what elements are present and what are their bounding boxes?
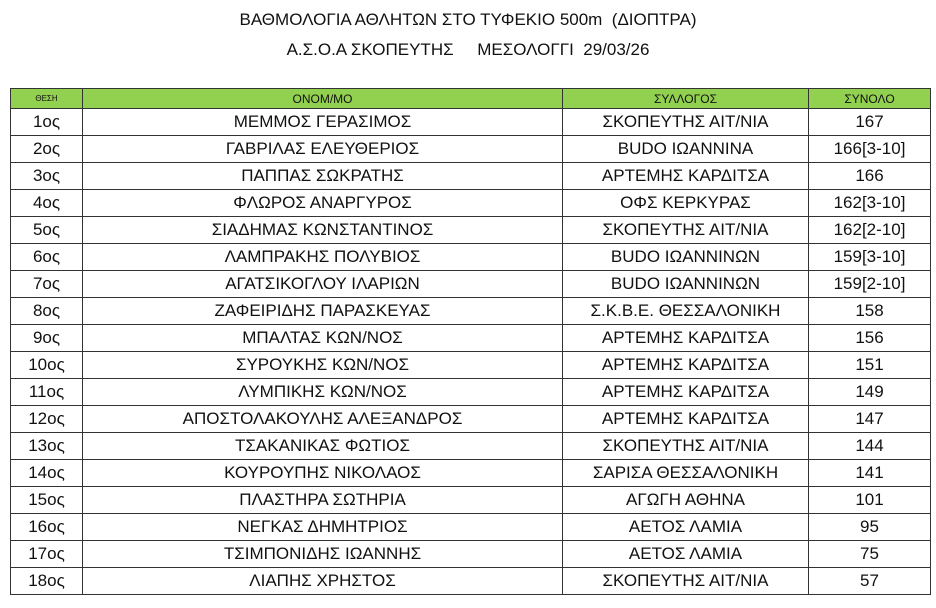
position-cell: 10ος bbox=[10, 351, 83, 379]
name-cell: ΠΛΑΣΤΗΡΑ ΣΩΤΗΡΙΑ bbox=[82, 486, 563, 514]
table-row: 2ος ΓΑΒΡΙΛΑΣ ΕΛΕΥΘΕΡΙΟΣ BUDO ΙΩΑΝΝΙΝΑ 166[3… bbox=[10, 135, 931, 163]
table-row: 3ος ΠΑΠΠΑΣ ΣΩΚΡΑΤΗΣ ΑΡΤΕΜΗΣ ΚΑΡΔΙΤΣΑ 166 bbox=[10, 162, 931, 190]
club-cell: ΣΑΡΙΣΑ ΘΕΣΣΑΛΟΝΙΚΗ bbox=[562, 459, 809, 487]
table-row: 7ος ΑΓΑΤΣΙΚΟΓΛΟΥ ΙΛΑΡΙΩΝ BUDO ΙΩΑΝΝΙΝΩΝ 159… bbox=[10, 270, 931, 298]
table-row: 18ος ΛΙΑΠΗΣ ΧΡΗΣΤΟΣ ΣΚΟΠΕΥΤΗΣ ΑΙΤ/ΝΙΑ 57 bbox=[10, 567, 931, 595]
table-row: 4ος ΦΛΩΡΟΣ ΑΝΑΡΓΥΡΟΣ ΟΦΣ ΚΕΡΚΥΡΑΣ 162[3-10] bbox=[10, 189, 931, 217]
document-title: ΒΑΘΜΟΛΟΓΙΑ ΑΘΛΗΤΩΝ ΣΤΟ ΤΥΦΕΚΙΟ 500m (ΔΙΟ… bbox=[239, 10, 697, 29]
name-cell: ΜΕΜΜΟΣ ΓΕΡΑΣΙΜΟΣ bbox=[82, 108, 563, 136]
results-table: ΘΕΣΗ ΟΝΟΜ/ΜΟ ΣΥΛΛΟΓΟΣ ΣΥΝΟΛΟ 1ος ΜΕΜΜΟΣ Γ… bbox=[10, 88, 931, 595]
total-cell: 101 bbox=[808, 486, 931, 514]
total-cell: 166[3-10] bbox=[808, 135, 931, 163]
table-row: 8ος ΖΑΦΕΙΡΙΔΗΣ ΠΑΡΑΣΚΕΥΑΣ Σ.Κ.Β.Ε. ΘΕΣΣΑΛΟ… bbox=[10, 297, 931, 325]
club-cell: Σ.Κ.Β.Ε. ΘΕΣΣΑΛΟΝΙΚΗ bbox=[562, 297, 809, 325]
name-cell: ΚΟΥΡΟΥΠΗΣ ΝΙΚΟΛΑΟΣ bbox=[82, 459, 563, 487]
total-cell: 144 bbox=[808, 432, 931, 460]
table-row: 6ος ΛΑΜΠΡΑΚΗΣ ΠΟΛΥΒΙΟΣ BUDO ΙΩΑΝΝΙΝΩΝ 159[3… bbox=[10, 243, 931, 271]
table-row: 1ος ΜΕΜΜΟΣ ΓΕΡΑΣΙΜΟΣ ΣΚΟΠΕΥΤΗΣ ΑΙΤ/ΝΙΑ 167 bbox=[10, 108, 931, 136]
position-cell: 6ος bbox=[10, 243, 83, 271]
total-cell: 158 bbox=[808, 297, 931, 325]
name-cell: ΤΣΑΚΑΝΙΚΑΣ ΦΩΤΙΟΣ bbox=[82, 432, 563, 460]
club-cell: ΑΡΤΕΜΗΣ ΚΑΡΔΙΤΣΑ bbox=[562, 324, 809, 352]
position-cell: 12ος bbox=[10, 405, 83, 433]
total-cell: 159[2-10] bbox=[808, 270, 931, 298]
total-cell: 147 bbox=[808, 405, 931, 433]
name-cell: ΣΥΡΟΥΚΗΣ ΚΩΝ/ΝΟΣ bbox=[82, 351, 563, 379]
club-cell: ΑΡΤΕΜΗΣ ΚΑΡΔΙΤΣΑ bbox=[562, 162, 809, 190]
club-cell: ΑΡΤΕΜΗΣ ΚΑΡΔΙΤΣΑ bbox=[562, 405, 809, 433]
total-cell: 141 bbox=[808, 459, 931, 487]
club-cell: ΑΓΩΓΗ ΑΘΗΝΑ bbox=[562, 486, 809, 514]
total-cell: 156 bbox=[808, 324, 931, 352]
table-row: 13ος ΤΣΑΚΑΝΙΚΑΣ ΦΩΤΙΟΣ ΣΚΟΠΕΥΤΗΣ ΑΙΤ/ΝΙΑ 14… bbox=[10, 432, 931, 460]
club-cell: BUDO ΙΩΑΝΝΙΝΩΝ bbox=[562, 243, 809, 271]
club-cell: BUDO ΙΩΑΝΝΙΝΩΝ bbox=[562, 270, 809, 298]
club-cell: ΣΚΟΠΕΥΤΗΣ ΑΙΤ/ΝΙΑ bbox=[562, 108, 809, 136]
table-row: 9ος ΜΠΑΛΤΑΣ ΚΩΝ/ΝΟΣ ΑΡΤΕΜΗΣ ΚΑΡΔΙΤΣΑ 156 bbox=[10, 324, 931, 352]
club-cell: ΣΚΟΠΕΥΤΗΣ ΑΙΤ/ΝΙΑ bbox=[562, 567, 809, 595]
column-header-total: ΣΥΝΟΛΟ bbox=[808, 88, 931, 109]
position-cell: 13ος bbox=[10, 432, 83, 460]
table-row: 14ος ΚΟΥΡΟΥΠΗΣ ΝΙΚΟΛΑΟΣ ΣΑΡΙΣΑ ΘΕΣΣΑΛΟΝΙΚΗ… bbox=[10, 459, 931, 487]
club-cell: ΣΚΟΠΕΥΤΗΣ ΑΙΤ/ΝΙΑ bbox=[562, 216, 809, 244]
name-cell: ΛΥΜΠΙΚΗΣ ΚΩΝ/ΝΟΣ bbox=[82, 378, 563, 406]
position-cell: 15ος bbox=[10, 486, 83, 514]
position-cell: 8ος bbox=[10, 297, 83, 325]
name-cell: ΓΑΒΡΙΛΑΣ ΕΛΕΥΘΕΡΙΟΣ bbox=[82, 135, 563, 163]
total-cell: 162[2-10] bbox=[808, 216, 931, 244]
name-cell: ΦΛΩΡΟΣ ΑΝΑΡΓΥΡΟΣ bbox=[82, 189, 563, 217]
name-cell: ΝΕΓΚΑΣ ΔΗΜΗΤΡΙΟΣ bbox=[82, 513, 563, 541]
club-cell: ΣΚΟΠΕΥΤΗΣ ΑΙΤ/ΝΙΑ bbox=[562, 432, 809, 460]
name-cell: ΠΑΠΠΑΣ ΣΩΚΡΑΤΗΣ bbox=[82, 162, 563, 190]
total-cell: 167 bbox=[808, 108, 931, 136]
header-row: ΘΕΣΗ ΟΝΟΜ/ΜΟ ΣΥΛΛΟΓΟΣ ΣΥΝΟΛΟ bbox=[10, 88, 931, 109]
column-header-position: ΘΕΣΗ bbox=[10, 88, 83, 109]
total-cell: 166 bbox=[808, 162, 931, 190]
name-cell: ΜΠΑΛΤΑΣ ΚΩΝ/ΝΟΣ bbox=[82, 324, 563, 352]
column-header-club: ΣΥΛΛΟΓΟΣ bbox=[562, 88, 809, 109]
position-cell: 16ος bbox=[10, 513, 83, 541]
position-cell: 2ος bbox=[10, 135, 83, 163]
position-cell: 7ος bbox=[10, 270, 83, 298]
table-row: 12ος ΑΠΟΣΤΟΛΑΚΟΥΛΗΣ ΑΛΕΞΑΝΔΡΟΣ ΑΡΤΕΜΗΣ ΚΑΡ… bbox=[10, 405, 931, 433]
total-cell: 75 bbox=[808, 540, 931, 568]
total-cell: 95 bbox=[808, 513, 931, 541]
name-cell: ΑΠΟΣΤΟΛΑΚΟΥΛΗΣ ΑΛΕΞΑΝΔΡΟΣ bbox=[82, 405, 563, 433]
table-row: 16ος ΝΕΓΚΑΣ ΔΗΜΗΤΡΙΟΣ ΑΕΤΟΣ ΛΑΜΙΑ 95 bbox=[10, 513, 931, 541]
name-cell: ΣΙΑΔΗΜΑΣ ΚΩΝΣΤΑΝΤΙΝΟΣ bbox=[82, 216, 563, 244]
position-cell: 9ος bbox=[10, 324, 83, 352]
position-cell: 4ος bbox=[10, 189, 83, 217]
document-subtitle: Α.Σ.Ο.Α ΣΚΟΠΕΥΤΗΣ ΜΕΣΟΛΟΓΓΙ 29/03/26 bbox=[286, 40, 650, 59]
table-row: 15ος ΠΛΑΣΤΗΡΑ ΣΩΤΗΡΙΑ ΑΓΩΓΗ ΑΘΗΝΑ 101 bbox=[10, 486, 931, 514]
table-row: 10ος ΣΥΡΟΥΚΗΣ ΚΩΝ/ΝΟΣ ΑΡΤΕΜΗΣ ΚΑΡΔΙΤΣΑ 151 bbox=[10, 351, 931, 379]
club-cell: ΑΡΤΕΜΗΣ ΚΑΡΔΙΤΣΑ bbox=[562, 378, 809, 406]
club-cell: ΑΡΤΕΜΗΣ ΚΑΡΔΙΤΣΑ bbox=[562, 351, 809, 379]
total-cell: 159[3-10] bbox=[808, 243, 931, 271]
club-cell: BUDO ΙΩΑΝΝΙΝΑ bbox=[562, 135, 809, 163]
total-cell: 149 bbox=[808, 378, 931, 406]
name-cell: ΛΑΜΠΡΑΚΗΣ ΠΟΛΥΒΙΟΣ bbox=[82, 243, 563, 271]
name-cell: ΖΑΦΕΙΡΙΔΗΣ ΠΑΡΑΣΚΕΥΑΣ bbox=[82, 297, 563, 325]
name-cell: ΛΙΑΠΗΣ ΧΡΗΣΤΟΣ bbox=[82, 567, 563, 595]
club-cell: ΑΕΤΟΣ ΛΑΜΙΑ bbox=[562, 513, 809, 541]
position-cell: 17ος bbox=[10, 540, 83, 568]
table-row: 17ος ΤΣΙΜΠΟΝΙΔΗΣ ΙΩΑΝΝΗΣ ΑΕΤΟΣ ΛΑΜΙΑ 75 bbox=[10, 540, 931, 568]
position-cell: 3ος bbox=[10, 162, 83, 190]
total-cell: 151 bbox=[808, 351, 931, 379]
club-cell: ΑΕΤΟΣ ΛΑΜΙΑ bbox=[562, 540, 809, 568]
position-cell: 11ος bbox=[10, 378, 83, 406]
position-cell: 1ος bbox=[10, 108, 83, 136]
table-row: 5ος ΣΙΑΔΗΜΑΣ ΚΩΝΣΤΑΝΤΙΝΟΣ ΣΚΟΠΕΥΤΗΣ ΑΙΤ/ΝΙ… bbox=[10, 216, 931, 244]
table-row: 11ος ΛΥΜΠΙΚΗΣ ΚΩΝ/ΝΟΣ ΑΡΤΕΜΗΣ ΚΑΡΔΙΤΣΑ 149 bbox=[10, 378, 931, 406]
club-cell: ΟΦΣ ΚΕΡΚΥΡΑΣ bbox=[562, 189, 809, 217]
name-cell: ΑΓΑΤΣΙΚΟΓΛΟΥ ΙΛΑΡΙΩΝ bbox=[82, 270, 563, 298]
position-cell: 18ος bbox=[10, 567, 83, 595]
total-cell: 57 bbox=[808, 567, 931, 595]
column-header-name: ΟΝΟΜ/ΜΟ bbox=[82, 88, 563, 109]
total-cell: 162[3-10] bbox=[808, 189, 931, 217]
position-cell: 14ος bbox=[10, 459, 83, 487]
name-cell: ΤΣΙΜΠΟΝΙΔΗΣ ΙΩΑΝΝΗΣ bbox=[82, 540, 563, 568]
position-cell: 5ος bbox=[10, 216, 83, 244]
